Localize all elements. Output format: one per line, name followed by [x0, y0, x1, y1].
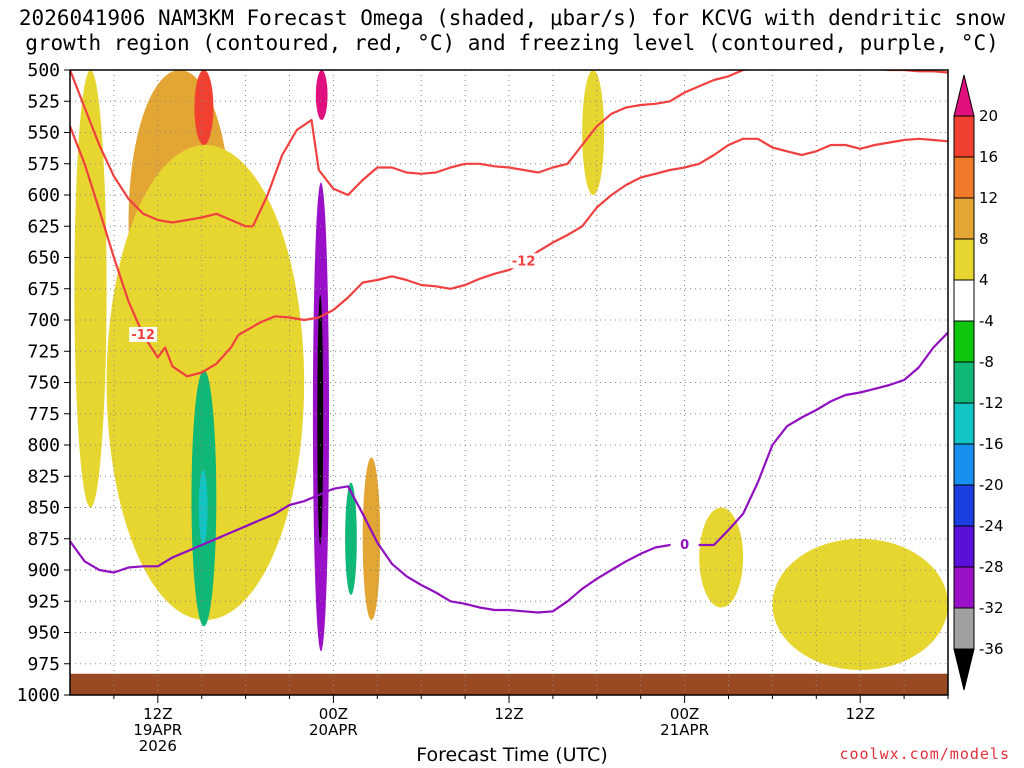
y-tick-label-550: 550	[27, 123, 60, 144]
omega-region-yellow-12z-21apr-low	[772, 538, 948, 670]
contour-label-bg-4	[670, 537, 699, 552]
contour-line-0	[70, 125, 240, 378]
colorbar-swatch-11	[953, 525, 975, 568]
colorbar-label-13: -36	[979, 640, 1004, 658]
chart-title-line-2: growth region (contoured, red, °C) and f…	[25, 31, 999, 55]
x-tick-label-60-0: 12Z	[846, 705, 875, 723]
y-tick-label-825: 825	[27, 466, 60, 487]
omega-region-magenta-top-00z	[315, 70, 328, 120]
y-tick-label-625: 625	[27, 216, 60, 237]
colorbar-label-5: -4	[979, 312, 994, 330]
omega-region-teal-19z-core	[198, 470, 208, 545]
contour-label-1: -12	[512, 254, 536, 269]
y-tick-label-700: 700	[27, 310, 60, 331]
y-tick-label-600: 600	[27, 185, 60, 206]
contour-label-3: -18	[790, 56, 814, 71]
x-axis-title: Forecast Time (UTC)	[416, 744, 608, 766]
colorbar-label-1: 16	[979, 148, 998, 166]
colorbar-label-6: -8	[979, 353, 994, 371]
colorbar-swatch-6	[953, 320, 975, 363]
colorbar-swatch-13	[953, 607, 975, 650]
y-tick-label-1000: 1000	[17, 685, 60, 706]
colorbar-swatch-7	[953, 361, 975, 404]
ground-band	[70, 673, 948, 695]
colorbar-swatch-top	[953, 74, 975, 117]
colorbar-swatch-2	[953, 156, 975, 199]
contour-layer: -12 -12 -18 0	[70, 55, 948, 614]
contour-label-0: -12	[131, 328, 155, 343]
omega-region-black-core-00z	[317, 295, 324, 545]
colorbar-label-3: 8	[979, 230, 989, 248]
y-tick-label-875: 875	[27, 529, 60, 550]
x-tick-label-36-0: 12Z	[494, 705, 523, 723]
contour-line-2	[70, 70, 253, 228]
y-tick-label-850: 850	[27, 498, 60, 519]
y-tick-label-750: 750	[27, 373, 60, 394]
colorbar-swatch-4	[953, 238, 975, 281]
x-tick-label-24-0: 00Z	[319, 705, 348, 723]
contour-line-3	[251, 70, 948, 227]
colorbar-label-11: -28	[979, 558, 1004, 576]
y-tick-label-775: 775	[27, 404, 60, 425]
x-tick-label-48-0: 00Z	[670, 705, 699, 723]
y-tick-label-575: 575	[27, 154, 60, 175]
colorbar-label-12: -32	[979, 599, 1004, 617]
omega-region-yellow-00z-21apr-low	[699, 507, 744, 608]
omega-region-orange-04z	[362, 457, 381, 620]
colorbar-label-10: -24	[979, 517, 1004, 535]
chart-title-line-1: 2026041906 NAM3KM Forecast Omega (shaded…	[18, 6, 1006, 30]
omega-region-red-top-19apr	[194, 70, 214, 145]
y-tick-label-500: 500	[27, 60, 60, 81]
colorbar-label-0: 20	[979, 107, 998, 125]
y-tick-label-525: 525	[27, 91, 60, 112]
colorbar-swatch-bottom	[953, 648, 975, 691]
colorbar-swatch-12	[953, 566, 975, 609]
y-axis: 500 525 550 575 600 625 650 675 700 725 750 775 800 8…	[17, 60, 70, 706]
colorbar-label-9: -20	[979, 476, 1004, 494]
colorbar-swatch-9	[953, 443, 975, 486]
colorbar-swatch-5	[953, 279, 975, 322]
y-tick-label-650: 650	[27, 248, 60, 269]
colorbar-swatch-8	[953, 402, 975, 445]
y-tick-label-800: 800	[27, 435, 60, 456]
x-tick-label-12-0: 12Z	[143, 705, 172, 723]
x-tick-label-24-1: 20APR	[309, 721, 358, 739]
contour-label-bg-0	[129, 327, 158, 342]
contour-label-4: 0	[680, 538, 689, 553]
y-tick-label-725: 725	[27, 341, 60, 362]
colorbar-swatch-1	[953, 115, 975, 158]
y-tick-label-975: 975	[27, 654, 60, 675]
contour-line-1	[237, 137, 948, 336]
grid-layer	[70, 69, 949, 696]
colorbar-label-8: -16	[979, 435, 1004, 453]
colorbar-label-2: 12	[979, 189, 998, 207]
colorbar-label-4: 4	[979, 271, 989, 289]
y-tick-label-925: 925	[27, 591, 60, 612]
x-tick-label-12-2: 2026	[139, 737, 177, 755]
contour-line-4	[70, 331, 948, 614]
x-tick-label-12-1: 19APR	[133, 721, 182, 739]
credit-text: coolwx.com/models	[839, 745, 1010, 763]
y-tick-label-675: 675	[27, 279, 60, 300]
colorbar-swatch-10	[953, 484, 975, 527]
colorbar-swatch-3	[953, 197, 975, 240]
colorbar: 20 16 12 8 4 -4 -8 -12 -16 -20 -24 -28 -32 -36	[953, 74, 1004, 691]
x-tick-label-48-1: 21APR	[660, 721, 709, 739]
ground-layer	[70, 673, 948, 695]
contour-label-bg-1	[509, 253, 538, 269]
y-tick-label-900: 900	[27, 560, 60, 581]
colorbar-label-7: -12	[979, 394, 1004, 412]
contour-label-bg-3	[788, 55, 816, 70]
y-tick-label-950: 950	[27, 623, 60, 644]
